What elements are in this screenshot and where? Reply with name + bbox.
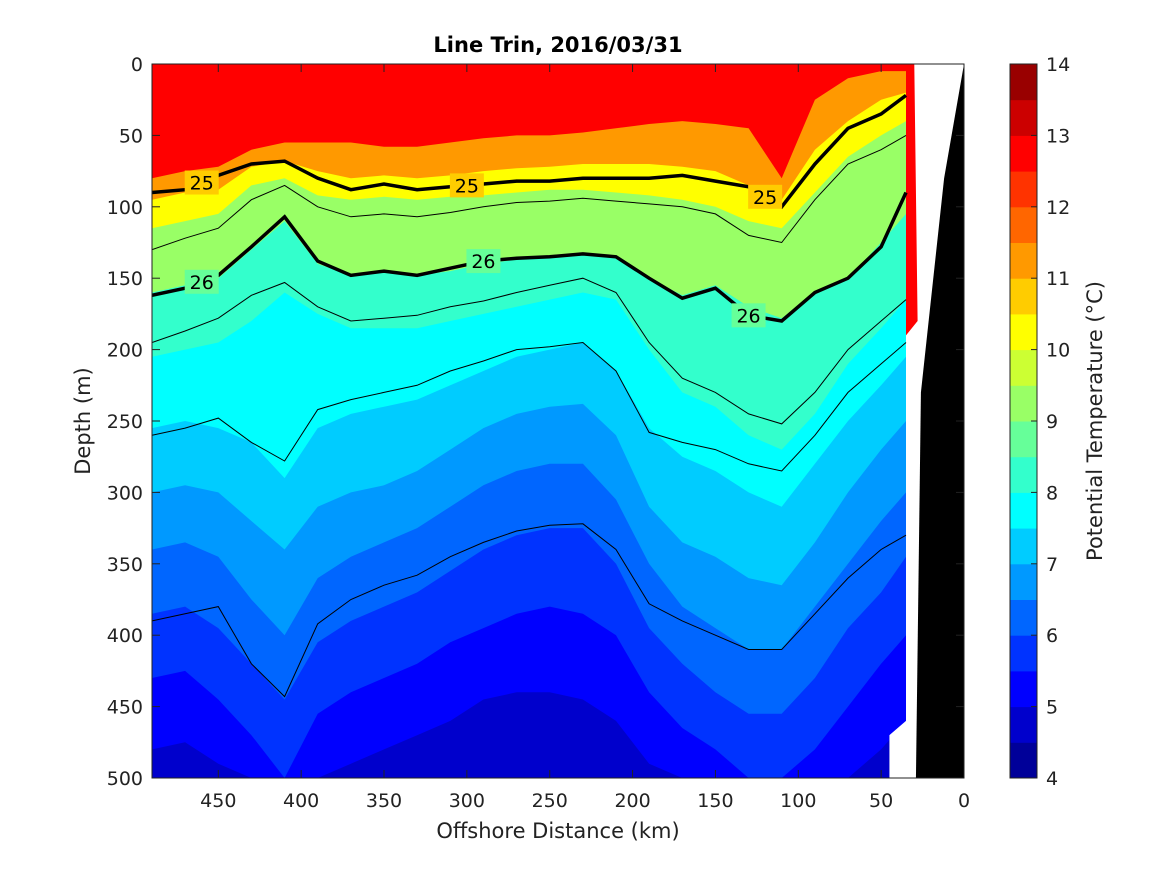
y-tick-label: 450 [107,697,143,719]
x-tick-label: 200 [614,790,650,812]
contour-label-bg [184,170,219,195]
y-tick-label: 150 [107,268,143,290]
bathymetry-shelf [915,64,964,778]
colorbar-swatch [1010,635,1037,672]
contour-label-bg [449,173,484,198]
colorbar-tick-label: 13 [1046,125,1070,147]
contour-lines [152,93,908,698]
contour-label-bg [731,303,766,328]
y-tick-label: 200 [107,340,143,362]
x-axis-label: Offshore Distance (km) [436,819,679,843]
x-tick-label: 0 [958,790,970,812]
contour-label: 25 [455,175,479,197]
colorbar-swatch [1010,171,1037,208]
thin-contour [152,341,907,472]
y-tick-label: 500 [107,768,143,790]
y-axis: 0 50 100 150 200 250 300 350 400 450 500 [107,54,964,790]
colorbar-swatch [1010,563,1037,600]
temperature-band [152,692,906,778]
colorbar-swatch [1010,206,1037,243]
colorbar-swatch [1010,492,1037,529]
y-tick-label: 0 [131,54,143,76]
y-axis-label: Depth (m) [71,367,95,474]
colorbar-tick-label: 6 [1046,625,1058,647]
colorbar-swatch [1010,670,1037,708]
x-tick-label: 300 [449,790,485,812]
y-tick-label: 400 [107,625,143,647]
contour-labels: 25 25 25 26 26 26 [184,170,783,328]
colorbar-swatch [1010,421,1037,458]
contour-label: 25 [753,187,777,209]
colorbar: 14 13 12 11 10 9 8 7 6 5 4 [1009,54,1070,790]
colorbar-swatch [1010,706,1037,743]
chart-title: Line Trin, 2016/03/31 [433,33,682,57]
density-contour-25 [152,93,908,210]
thin-contour [152,523,907,698]
contour-label-bg [466,249,501,274]
colorbar-swatch [1010,242,1037,279]
colorbar-swatch [1010,456,1037,493]
density-contour-26 [152,191,908,323]
y-tick-label: 350 [107,554,143,576]
colorbar-tick-label: 12 [1046,197,1070,219]
colorbar-tick-label: 11 [1046,268,1070,290]
colorbar-swatch [1010,349,1037,386]
colorbar-swatch [1010,528,1037,565]
x-tick-label: 400 [283,790,319,812]
x-axis: 450 400 350 300 250 200 150 100 50 0 [200,64,970,812]
contour-label: 25 [190,173,214,195]
x-tick-label: 350 [366,790,402,812]
thin-contour [152,277,907,425]
x-tick-label: 150 [697,790,733,812]
colorbar-swatch [1010,278,1037,315]
colorbar-swatch [1010,135,1037,172]
y-tick-label: 250 [107,411,143,433]
colorbar-swatch [1010,742,1037,779]
plot-area [152,64,964,778]
x-tick-label: 250 [532,790,568,812]
colorbar-swatch [1010,99,1037,136]
x-tick-label: 100 [780,790,816,812]
colorbar-label: Potential Temperature (°C) [1083,281,1107,561]
colorbar-tick-label: 8 [1046,482,1058,504]
y-tick-label: 300 [107,482,143,504]
colorbar-swatch [1010,64,1037,101]
colorbar-tick-label: 14 [1046,54,1070,76]
contour-label: 26 [471,251,495,273]
colorbar-tick-label: 5 [1046,697,1058,719]
contour-label: 26 [190,272,214,294]
colorbar-tick-label: 9 [1046,411,1058,433]
colorbar-tick-label: 7 [1046,554,1058,576]
contour-label-bg [184,269,219,294]
y-tick-label: 100 [107,197,143,219]
colorbar-swatch [1010,385,1037,422]
x-tick-label: 50 [869,790,893,812]
y-tick-label: 50 [119,125,143,147]
x-tick-label: 450 [200,790,236,812]
contour-label-bg [748,184,783,209]
thin-contour [152,134,907,251]
colorbar-swatch [1010,313,1037,351]
colorbar-swatch [1010,599,1037,636]
colorbar-tick-label: 10 [1046,340,1070,362]
contour-label: 26 [736,305,760,327]
colorbar-tick-label: 4 [1046,768,1058,790]
